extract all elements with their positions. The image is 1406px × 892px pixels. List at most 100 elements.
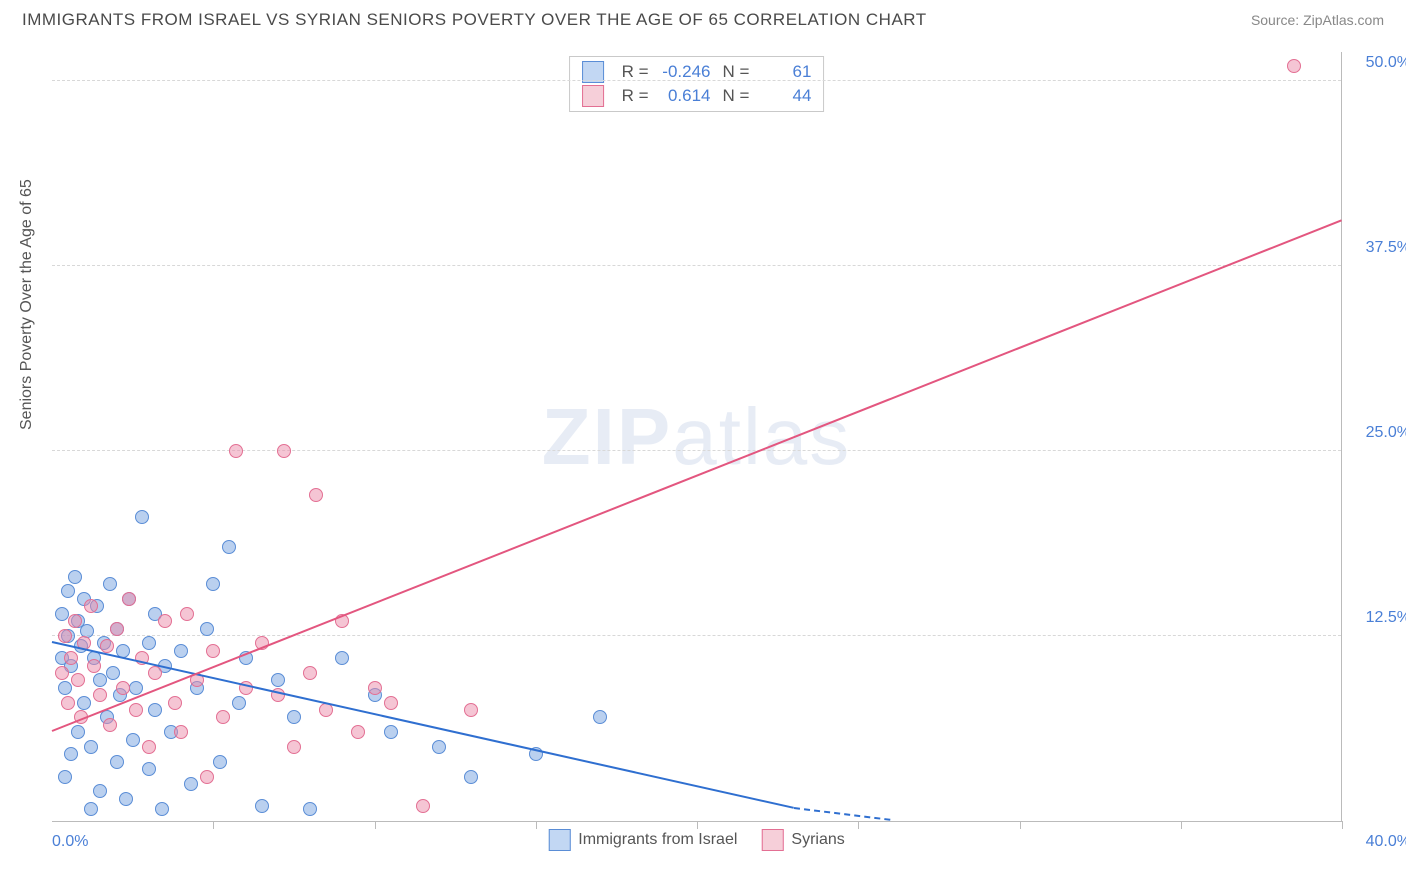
data-point xyxy=(61,696,75,710)
y-tick-label: 50.0% xyxy=(1351,54,1406,72)
data-point xyxy=(287,710,301,724)
data-point xyxy=(142,762,156,776)
data-point xyxy=(64,651,78,665)
data-point xyxy=(68,570,82,584)
data-point xyxy=(71,725,85,739)
data-point xyxy=(232,696,246,710)
data-point xyxy=(110,755,124,769)
data-point xyxy=(55,666,69,680)
legend-swatch xyxy=(582,85,604,107)
data-point xyxy=(184,777,198,791)
legend-series-name: Immigrants from Israel xyxy=(578,831,737,849)
data-point xyxy=(68,614,82,628)
x-tick xyxy=(1342,821,1343,829)
data-point xyxy=(593,710,607,724)
data-point xyxy=(168,696,182,710)
data-point xyxy=(384,696,398,710)
data-point xyxy=(148,703,162,717)
data-point xyxy=(174,725,188,739)
data-point xyxy=(58,681,72,695)
data-point xyxy=(287,740,301,754)
data-point xyxy=(155,802,169,816)
data-point xyxy=(206,577,220,591)
data-point xyxy=(142,740,156,754)
data-point xyxy=(61,584,75,598)
data-point xyxy=(84,599,98,613)
x-tick xyxy=(1020,821,1021,829)
data-point xyxy=(158,614,172,628)
trend-line xyxy=(52,219,1343,732)
x-tick xyxy=(536,821,537,829)
legend-item: Syrians xyxy=(761,829,844,851)
y-tick-label: 37.5% xyxy=(1351,239,1406,257)
legend-series-name: Syrians xyxy=(791,831,844,849)
data-point xyxy=(122,592,136,606)
x-tick xyxy=(858,821,859,829)
data-point xyxy=(464,770,478,784)
data-point xyxy=(148,666,162,680)
gridline-horizontal xyxy=(52,265,1341,266)
trend-line xyxy=(52,641,794,809)
scatter-chart: ZIPatlas R =-0.246N =61R =0.614N =44 0.0… xyxy=(52,52,1342,822)
data-point xyxy=(432,740,446,754)
data-point xyxy=(129,703,143,717)
data-point xyxy=(416,799,430,813)
x-axis-max-label: 40.0% xyxy=(1351,833,1406,851)
data-point xyxy=(126,733,140,747)
data-point xyxy=(271,673,285,687)
data-point xyxy=(77,696,91,710)
data-point xyxy=(384,725,398,739)
legend-swatch xyxy=(761,829,783,851)
data-point xyxy=(1287,59,1301,73)
legend-item: Immigrants from Israel xyxy=(548,829,737,851)
data-point xyxy=(213,755,227,769)
legend-r-label: R = xyxy=(622,86,649,106)
data-point xyxy=(58,629,72,643)
data-point xyxy=(87,659,101,673)
data-point xyxy=(93,784,107,798)
gridline-horizontal xyxy=(52,80,1341,81)
data-point xyxy=(277,444,291,458)
y-tick-label: 12.5% xyxy=(1351,609,1406,627)
x-tick xyxy=(1181,821,1182,829)
legend-swatch xyxy=(548,829,570,851)
y-tick-label: 25.0% xyxy=(1351,424,1406,442)
watermark: ZIPatlas xyxy=(542,391,851,483)
data-point xyxy=(129,681,143,695)
data-point xyxy=(309,488,323,502)
source-credit: Source: ZipAtlas.com xyxy=(1251,12,1384,28)
data-point xyxy=(93,673,107,687)
data-point xyxy=(84,740,98,754)
data-point xyxy=(174,644,188,658)
data-point xyxy=(116,681,130,695)
data-point xyxy=(142,636,156,650)
legend-n-value: 44 xyxy=(761,86,811,106)
data-point xyxy=(222,540,236,554)
data-point xyxy=(55,607,69,621)
data-point xyxy=(200,622,214,636)
data-point xyxy=(64,747,78,761)
x-tick xyxy=(697,821,698,829)
data-point xyxy=(106,666,120,680)
x-axis-min-label: 0.0% xyxy=(52,833,88,851)
chart-title: IMMIGRANTS FROM ISRAEL VS SYRIAN SENIORS… xyxy=(22,10,927,30)
data-point xyxy=(71,673,85,687)
data-point xyxy=(180,607,194,621)
legend-n-label: N = xyxy=(723,86,750,106)
data-point xyxy=(58,770,72,784)
gridline-horizontal xyxy=(52,450,1341,451)
data-point xyxy=(119,792,133,806)
data-point xyxy=(464,703,478,717)
data-point xyxy=(135,510,149,524)
data-point xyxy=(351,725,365,739)
data-point xyxy=(93,688,107,702)
data-point xyxy=(229,444,243,458)
data-point xyxy=(255,799,269,813)
x-tick xyxy=(213,821,214,829)
data-point xyxy=(110,622,124,636)
data-point xyxy=(206,644,220,658)
data-point xyxy=(216,710,230,724)
trend-line xyxy=(794,807,891,821)
data-point xyxy=(103,718,117,732)
data-point xyxy=(200,770,214,784)
